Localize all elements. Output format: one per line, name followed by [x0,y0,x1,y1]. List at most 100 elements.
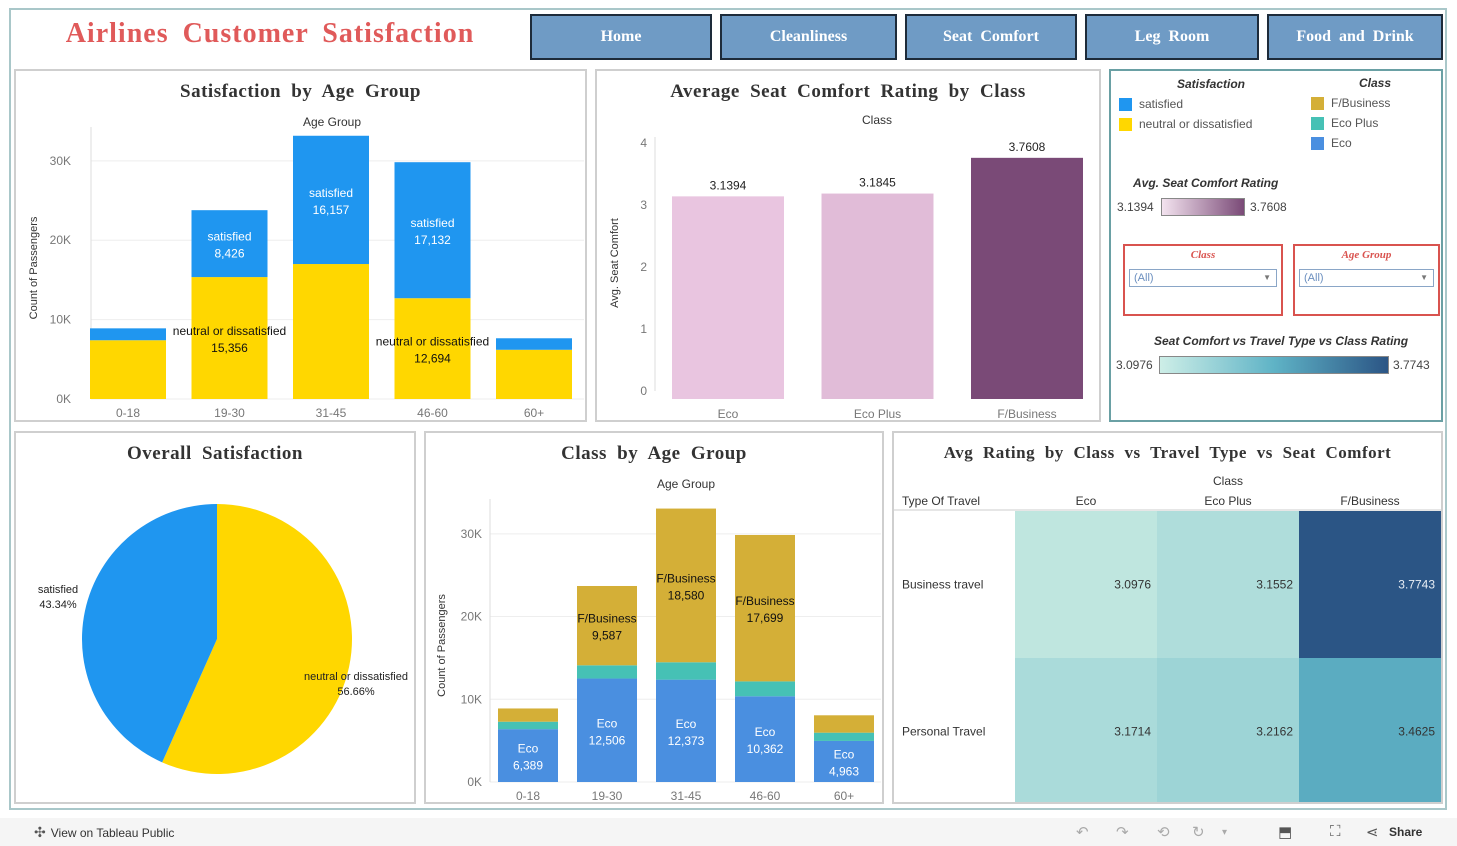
heat-gradient-max: 3.7743 [1393,358,1430,372]
pie-slice-satisfied [81,504,218,763]
legend-item-ecoplus[interactable]: Eco Plus [1311,116,1378,130]
y-tick-label: 2 [640,260,647,274]
bar-satisfied-60 [496,338,572,350]
satisfaction-by-age-title: Satisfaction by Age Group [180,81,421,102]
data-label-value: 16,157 [313,203,350,217]
age-filter-dropdown[interactable]: (All) ▼ [1299,269,1434,287]
tableau-logo-icon: ✣ [34,824,46,840]
bar-eco-60 [814,740,874,782]
bar-neutral-or-dissatisfied-0-18 [90,340,166,399]
bar-eco-plus-31-45 [656,662,716,680]
class-by-age-title: Class by Age Group [561,443,747,464]
data-label-value: 17,132 [414,233,451,247]
heat-cell-personal-travel-eco [1015,658,1157,802]
share-icon[interactable]: ⋖ [1366,824,1379,841]
x-tick-label: 0-18 [116,406,140,420]
row-header: Type Of Travel [902,494,980,508]
seat-gradient-max: 3.7608 [1250,200,1287,214]
class-by-age-chart[interactable]: Age Group Count of Passengers 0K 10K 20K 30K 0… [426,433,882,802]
rating-heatmap-chart[interactable]: Class Type Of Travel Eco Eco Plus F/Business… [894,433,1441,802]
swatch-eco [1311,136,1324,150]
heat-cell-business-travel-f-business [1299,511,1441,658]
satisfaction-by-age-chart[interactable]: Age Group Count of Passengers 0K 10K 20K 30K 0… [16,71,585,420]
column-header: Class [1213,474,1243,488]
y-tick-label: 30K [50,154,71,168]
data-label-name: Eco [834,747,855,761]
pie-label-neutral: neutral or dissatisfied [304,671,408,683]
bar-satisfied-19-30 [191,210,268,278]
legend-item-eco[interactable]: Eco [1311,136,1352,150]
nav-food-drink-button[interactable]: Food and Drink [1267,14,1443,60]
legend-satisfaction-title: Satisfaction [1177,77,1246,91]
nav-leg-room-button[interactable]: Leg Room [1085,14,1259,60]
class-filter-dropdown[interactable]: (All) ▼ [1129,269,1277,287]
tableau-footer: ✣ View on Tableau Public ↶ ↷ ⟲ ↻ ▾ ⬒ ⛶ ⋖… [0,818,1457,846]
bar-neutral-or-dissatisfied-46-60 [394,298,471,399]
data-label-name: Eco [597,716,618,730]
chevron-down-icon: ▼ [1263,273,1271,282]
y-tick-label: 0 [640,384,647,398]
data-label-value: 15,356 [211,341,248,355]
column-label-f-business: F/Business [1340,494,1399,508]
y-axis-label: Count of Passengers [28,216,40,319]
bar-f-business-46-60 [735,534,795,682]
legend-label-neutral: neutral or dissatisfied [1139,117,1253,131]
bar-eco-31-45 [656,679,716,782]
pie-label-satisfied: satisfied [38,584,78,596]
fullscreen-icon[interactable]: ⛶ [1330,823,1341,840]
y-tick-label: 20K [461,610,482,624]
refresh-icon[interactable]: ↻ [1192,824,1205,841]
bar-eco-plus-19-30 [577,665,637,679]
data-label-name: F/Business [735,594,794,608]
bar-eco-plus-0-18 [498,721,558,730]
revert-icon[interactable]: ⟲ [1157,824,1170,841]
share-button[interactable]: Share [1389,825,1423,839]
x-tick-label: Eco Plus [854,407,901,420]
row-label-personal-travel: Personal Travel [902,725,985,739]
x-tick-label: 60+ [524,406,544,420]
bar-satisfied-0-18 [90,328,166,341]
y-tick-label: 10K [461,692,482,706]
redo-icon[interactable]: ↷ [1116,824,1129,841]
undo-icon[interactable]: ↶ [1076,824,1089,841]
y-tick-label: 0K [467,775,482,789]
bar-f-business-19-30 [577,585,637,666]
data-label-value: 17,699 [747,611,784,625]
view-on-tableau-label: View on Tableau Public [50,825,175,840]
nav-seat-comfort-button[interactable]: Seat Comfort [905,14,1077,60]
bar-f-business [971,157,1083,399]
data-label-value: 12,506 [589,733,626,747]
bar-eco-46-60 [735,696,795,782]
overall-satisfaction-chart[interactable]: satisfied 43.34% neutral or dissatisfied 56… [16,433,414,802]
heat-cell-value: 3.0976 [1114,578,1151,592]
legend-item-satisfied[interactable]: satisfied [1119,97,1183,111]
data-label-name: neutral or dissatisfied [376,335,489,349]
legend-item-neutral[interactable]: neutral or dissatisfied [1119,117,1252,131]
swatch-neutral [1119,117,1132,131]
bar-eco [672,196,784,399]
view-on-tableau-link[interactable]: ✣ View on Tableau Public [34,824,174,841]
bar-eco-19-30 [577,678,637,782]
bar-f-business-60 [814,715,874,733]
chevron-down-icon[interactable]: ▾ [1222,827,1228,838]
y-axis-label: Count of Passengers [436,594,448,697]
y-axis-label: Avg. Seat Comfort [609,218,621,308]
y-tick-label: 4 [640,136,647,150]
data-label-name: Eco [676,717,697,731]
x-tick-label: 19-30 [214,406,245,420]
data-label-name: Eco [518,742,539,756]
y-tick-label: 1 [640,322,647,336]
legend-item-fbusiness[interactable]: F/Business [1311,96,1390,110]
nav-cleanliness-button[interactable]: Cleanliness [720,14,897,60]
nav-home-button[interactable]: Home [530,14,712,60]
download-icon[interactable]: ⬒ [1278,824,1293,841]
swatch-satisfied [1119,97,1132,111]
seat-comfort-chart[interactable]: Class Avg. Seat Comfort 0 1 2 3 4 3.1394 Eco 3.18… [597,71,1099,420]
x-tick-label: Eco [718,407,739,420]
bar-eco-0-18 [498,729,558,782]
legend-heat-title: Seat Comfort vs Travel Type vs Class Rat… [1154,334,1409,348]
data-label-value: 12,694 [414,352,451,366]
x-tick-label: 60+ [834,789,854,802]
seat-comfort-panel: Average Seat Comfort Rating by Class Cla… [595,69,1101,422]
data-label-value: 4,963 [829,764,859,778]
